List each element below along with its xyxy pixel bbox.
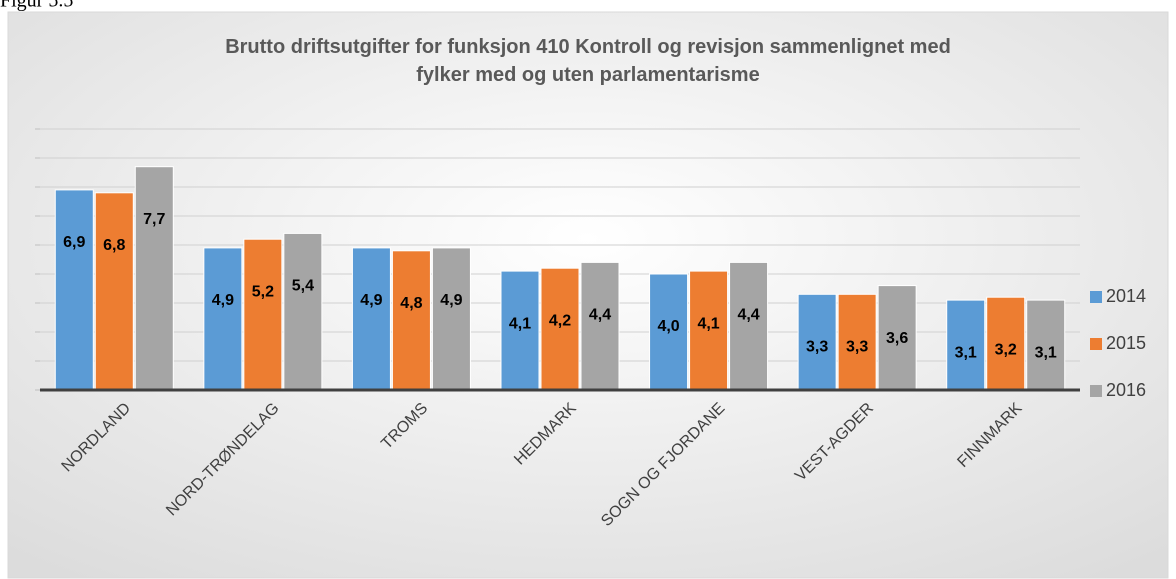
data-label: 4,9 xyxy=(360,292,382,309)
bar xyxy=(877,285,917,391)
data-label: 3,2 xyxy=(995,341,1017,358)
legend-label: 2016 xyxy=(1106,380,1146,400)
bar xyxy=(243,238,283,391)
bar xyxy=(54,189,94,391)
data-label: 4,0 xyxy=(657,318,679,335)
chart-title: Brutto driftsutgifter for funksjon 410 K… xyxy=(225,36,951,86)
bar xyxy=(946,299,986,391)
bar xyxy=(689,270,729,391)
figure-label: Figur 5.5 xyxy=(0,0,73,12)
data-label: 6,8 xyxy=(103,237,125,254)
data-label: 4,9 xyxy=(440,292,462,309)
bar xyxy=(1026,299,1066,391)
data-label: 4,4 xyxy=(589,307,611,324)
data-label: 6,9 xyxy=(63,234,85,251)
data-label: 3,1 xyxy=(955,344,977,361)
bar xyxy=(203,247,243,391)
legend-swatch xyxy=(1090,338,1102,350)
bar xyxy=(351,247,391,391)
bar xyxy=(500,270,540,391)
bar xyxy=(540,267,580,391)
data-label: 3,6 xyxy=(886,330,908,347)
legend-label: 2015 xyxy=(1106,333,1146,353)
bar xyxy=(94,192,134,391)
data-label: 3,3 xyxy=(806,339,828,356)
data-label: 4,4 xyxy=(737,307,759,324)
data-label: 3,1 xyxy=(1035,344,1057,361)
data-label: 3,3 xyxy=(846,339,868,356)
data-label: 7,7 xyxy=(143,211,165,228)
bar xyxy=(431,247,471,391)
bar xyxy=(649,273,689,391)
legend-swatch xyxy=(1090,291,1102,303)
legend-label: 2014 xyxy=(1106,286,1146,306)
bar xyxy=(837,293,877,391)
bar xyxy=(134,166,174,391)
bar xyxy=(729,261,769,391)
bar xyxy=(391,250,431,391)
data-label: 4,9 xyxy=(212,292,234,309)
bar xyxy=(283,232,323,391)
data-label: 5,2 xyxy=(252,283,274,300)
data-label: 4,1 xyxy=(697,315,719,332)
bar xyxy=(797,293,837,391)
bar xyxy=(580,261,620,391)
data-label: 5,4 xyxy=(292,278,314,295)
title-line: fylker med og uten parlamentarisme xyxy=(416,64,759,86)
title-line: Brutto driftsutgifter for funksjon 410 K… xyxy=(225,36,951,58)
data-label: 4,2 xyxy=(549,312,571,329)
legend-swatch xyxy=(1090,385,1102,397)
data-label: 4,8 xyxy=(400,295,422,312)
data-label: 4,1 xyxy=(509,315,531,332)
